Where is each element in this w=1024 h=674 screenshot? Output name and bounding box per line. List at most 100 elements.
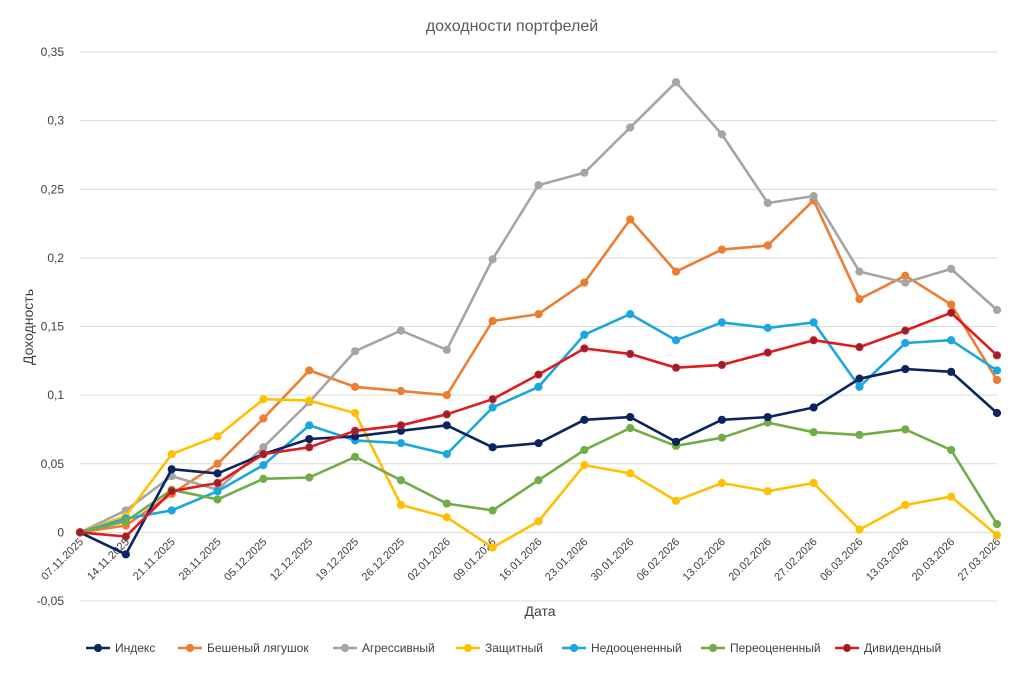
x-tick-label: 20.02.2026 xyxy=(726,536,773,583)
legend-marker xyxy=(708,643,718,653)
data-point xyxy=(305,473,314,482)
legend-label: Переоцененный xyxy=(730,641,821,655)
data-point xyxy=(855,430,864,440)
data-point xyxy=(259,443,268,452)
data-point xyxy=(992,375,1002,385)
y-tick-label: 0 xyxy=(57,525,64,539)
legend-label: Бешеный лягушок xyxy=(207,641,309,655)
series xyxy=(75,78,1002,537)
data-point xyxy=(809,428,818,437)
data-point xyxy=(671,437,681,446)
y-axis-title: Доходность xyxy=(20,289,36,365)
x-tick-label: 23.01.2026 xyxy=(543,536,590,583)
gridlines xyxy=(80,51,997,602)
data-point xyxy=(992,366,1002,375)
data-point xyxy=(213,487,222,496)
data-point xyxy=(763,198,772,208)
data-point xyxy=(947,300,956,309)
data-point xyxy=(75,528,85,537)
x-tick-label: 05.12.2025 xyxy=(222,536,269,583)
data-point xyxy=(167,465,176,474)
data-point xyxy=(855,374,864,383)
data-point xyxy=(580,445,589,455)
data-point xyxy=(488,506,497,515)
x-tick-label: 13.02.2026 xyxy=(681,536,728,583)
data-point xyxy=(855,267,864,276)
x-tick-label: 06.02.2026 xyxy=(635,536,682,583)
x-tick-label: 14.11.2025 xyxy=(85,536,132,583)
data-point xyxy=(396,421,406,430)
data-point xyxy=(305,443,314,452)
y-tick-label: 0,1 xyxy=(47,388,64,402)
y-tick-label: 0,35 xyxy=(41,45,65,59)
data-point xyxy=(305,421,314,430)
data-point xyxy=(121,532,130,541)
data-point xyxy=(580,344,589,353)
data-point xyxy=(717,433,727,442)
y-tick-label: 0,25 xyxy=(41,182,65,196)
data-point xyxy=(809,336,818,345)
series xyxy=(75,364,1002,559)
x-tick-label: 28.11.2025 xyxy=(177,536,224,583)
data-point xyxy=(534,181,543,190)
data-point xyxy=(259,474,268,483)
data-point xyxy=(351,347,360,356)
data-point xyxy=(947,308,956,317)
data-point xyxy=(488,543,497,552)
data-point xyxy=(671,363,681,372)
data-point xyxy=(442,513,451,522)
data-point xyxy=(855,382,864,391)
data-point xyxy=(901,326,910,335)
data-point xyxy=(717,318,727,327)
data-point xyxy=(626,423,635,433)
data-point xyxy=(626,310,635,319)
data-point xyxy=(213,459,222,468)
chart-title: доходности портфелей xyxy=(426,18,598,35)
data-point xyxy=(442,450,451,459)
legend: Индекс Бешеный лягушок Агрессивный Защитный… xyxy=(86,641,941,655)
data-point xyxy=(626,215,635,224)
x-tick-label: 30.01.2026 xyxy=(589,536,636,583)
x-tick-label: 16.01.2026 xyxy=(497,536,544,583)
legend-item: Агрессивный xyxy=(333,641,435,655)
data-point xyxy=(763,323,772,332)
data-point xyxy=(947,336,956,345)
data-point xyxy=(671,78,681,87)
data-point xyxy=(763,241,772,250)
data-point xyxy=(442,391,451,400)
x-tick-label: 21.11.2025 xyxy=(131,536,178,583)
legend-marker xyxy=(569,643,579,653)
data-point xyxy=(259,395,268,404)
y-axis-ticks: -0,05 0 0,05 0,1 0,15 0,2 0,25 0,3 0,35 xyxy=(37,45,65,608)
data-point xyxy=(947,367,956,376)
legend-label: Защитный xyxy=(485,641,543,655)
data-point xyxy=(992,520,1002,529)
data-point xyxy=(213,432,222,441)
data-point xyxy=(213,478,222,488)
x-axis-title: Дата xyxy=(524,603,555,619)
data-point xyxy=(167,487,176,496)
data-point xyxy=(534,476,543,485)
data-point xyxy=(305,366,314,375)
data-point xyxy=(396,476,406,485)
x-tick-label: 09.01.2026 xyxy=(451,536,498,583)
data-point xyxy=(488,395,497,404)
data-point xyxy=(947,445,956,455)
legend-item: Индекс xyxy=(86,641,155,655)
data-point xyxy=(717,245,727,254)
y-tick-label: 0,3 xyxy=(47,114,64,128)
data-point xyxy=(351,452,360,461)
data-point xyxy=(396,500,406,510)
data-point xyxy=(167,450,176,459)
data-point xyxy=(671,496,681,505)
data-point xyxy=(671,267,681,276)
legend-marker xyxy=(842,643,852,653)
data-point xyxy=(259,450,268,459)
data-point xyxy=(992,408,1002,418)
data-point xyxy=(809,192,818,201)
data-point xyxy=(580,415,589,424)
data-point xyxy=(121,550,130,559)
data-point xyxy=(947,492,956,501)
